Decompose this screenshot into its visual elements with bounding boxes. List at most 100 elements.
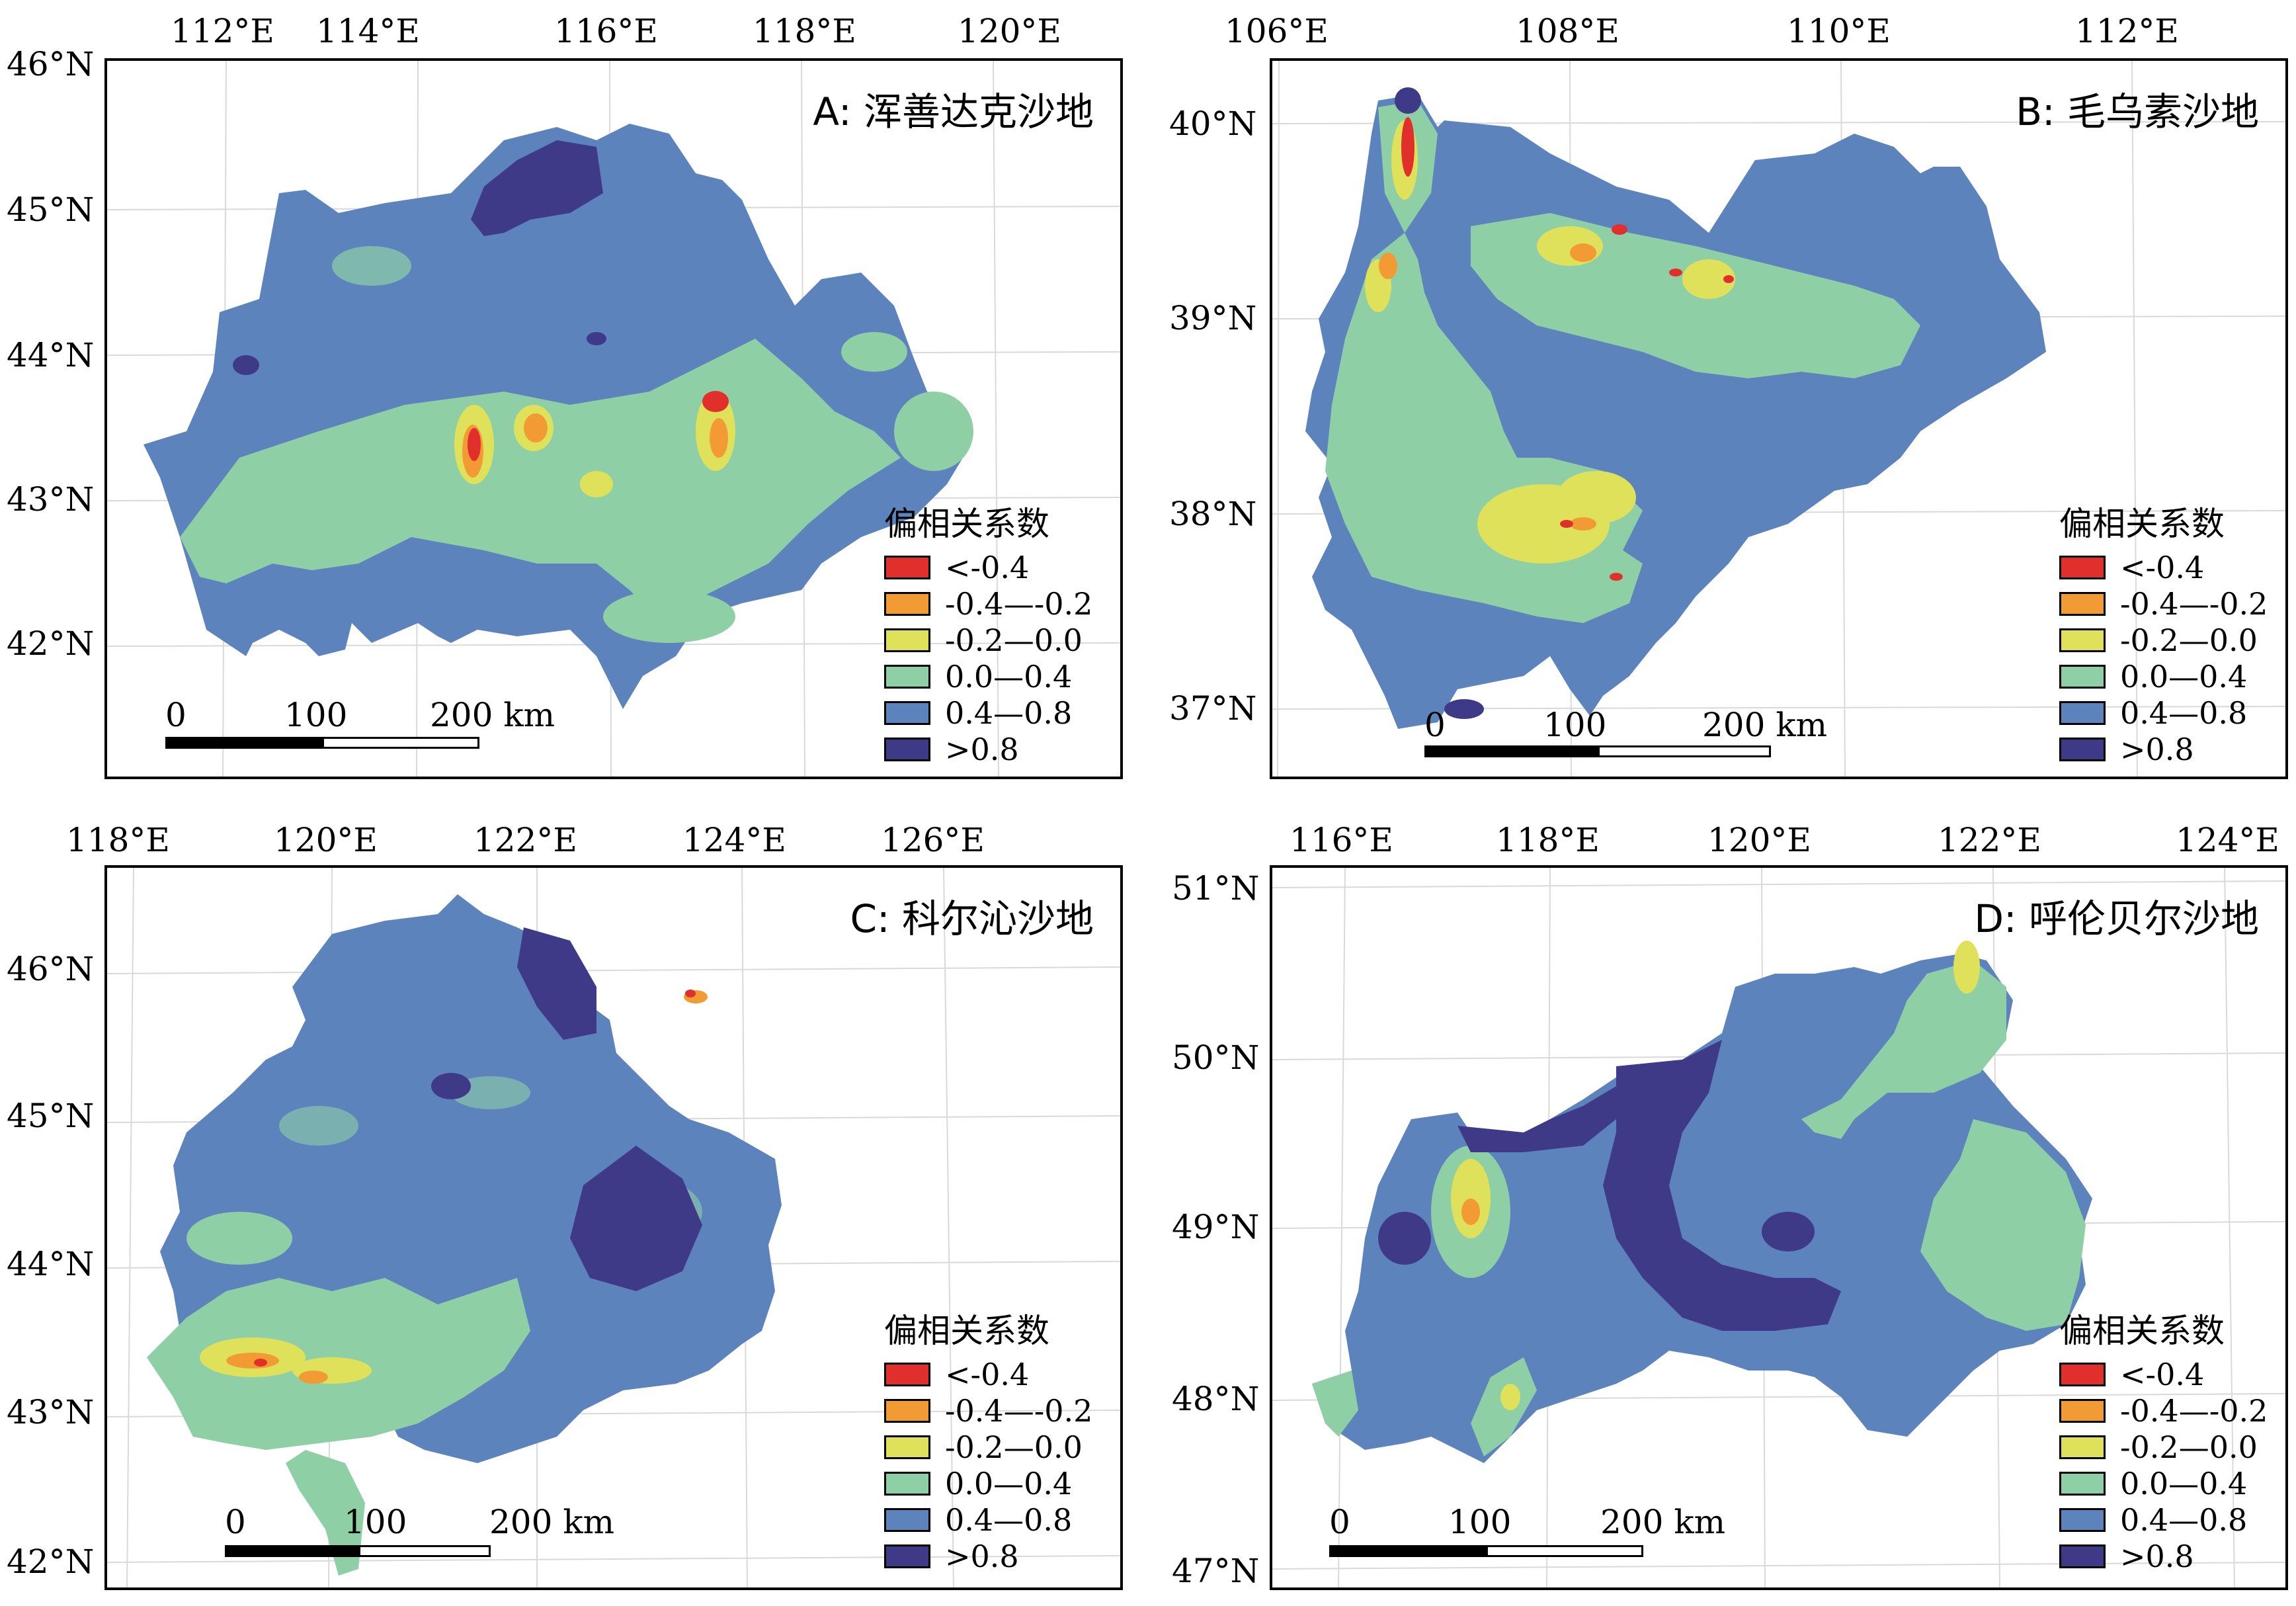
lat-tick: 50°N xyxy=(1172,1038,1260,1077)
legend-item: >0.8 xyxy=(884,1538,1092,1574)
lon-tick: 110°E xyxy=(1787,12,1891,50)
legend-item: -0.2—0.0 xyxy=(884,1429,1092,1465)
legend-label: >0.8 xyxy=(945,731,1019,767)
legend-label: >0.8 xyxy=(945,1538,1019,1574)
legend-swatch xyxy=(884,1544,930,1568)
legend-label: 0.0—0.4 xyxy=(945,1465,1073,1501)
lon-tick: 118°E xyxy=(66,821,170,859)
legend-item: 0.0—0.4 xyxy=(884,1465,1092,1501)
legend-title: 偏相关系数 xyxy=(2059,505,2225,543)
lon-tick: 120°E xyxy=(274,821,378,859)
legend-item: <-0.4 xyxy=(884,549,1092,585)
scale-bar-segment xyxy=(165,737,324,749)
lon-tick: 118°E xyxy=(753,12,856,50)
panel-a-map xyxy=(107,61,1120,777)
legend-swatch xyxy=(884,1362,930,1386)
panel-c-zone-gt-08 xyxy=(431,927,702,1291)
lat-tick: 43°N xyxy=(7,1393,95,1431)
panel-a-scalebar: 0 100 200 km xyxy=(165,696,555,762)
lat-tick: 46°N xyxy=(7,45,95,83)
scale-label: 100 xyxy=(344,1503,407,1541)
lat-tick: 44°N xyxy=(7,336,95,374)
legend-label: -0.4—-0.2 xyxy=(945,585,1093,622)
legend-item: 0.4—0.8 xyxy=(884,1501,1092,1538)
scale-bar-segment xyxy=(358,1545,491,1557)
legend-swatch xyxy=(2059,1398,2106,1423)
legend-label: 0.0—0.4 xyxy=(2120,1465,2248,1501)
legend-item: -0.4—-0.2 xyxy=(2059,585,2268,622)
panel-d-map xyxy=(1272,868,2285,1587)
legend-label: 0.4—0.8 xyxy=(2120,695,2248,731)
legend-item: <-0.4 xyxy=(884,1356,1092,1392)
scale-bar-segment xyxy=(1329,1545,1488,1557)
lat-tick: 49°N xyxy=(1172,1208,1260,1246)
panel-a-legend: 偏相关系数 <-0.4 -0.4—-0.2 -0.2—0.0 0.0—0.4 0… xyxy=(884,497,1092,767)
panel-c-zone-lt-neg04 xyxy=(254,990,696,1367)
lon-tick: 126°E xyxy=(881,821,985,859)
legend-label: -0.2—0.0 xyxy=(945,622,1083,658)
lon-tick: 120°E xyxy=(1707,821,1811,859)
legend-item: 0.0—0.4 xyxy=(2059,658,2268,695)
legend-swatch xyxy=(2059,628,2106,652)
scale-label: 0 xyxy=(1329,1503,1350,1541)
panel-a-zone-gt-08 xyxy=(233,140,606,375)
lat-tick: 51°N xyxy=(1172,869,1260,908)
panel-b-zone-neg04-neg02 xyxy=(1379,243,1596,530)
legend-item: -0.4—-0.2 xyxy=(884,1392,1092,1429)
legend-swatch xyxy=(884,628,930,652)
scale-bar-segment xyxy=(1424,745,1600,757)
legend-label: -0.2—0.0 xyxy=(2120,1429,2258,1465)
panel-a-zone-lt-neg04 xyxy=(468,391,729,461)
legend-label: 0.4—0.8 xyxy=(2120,1501,2248,1538)
legend-swatch xyxy=(884,1435,930,1459)
legend-swatch xyxy=(2059,664,2106,689)
legend-label: <-0.4 xyxy=(2120,1356,2205,1392)
legend-item: -0.2—0.0 xyxy=(884,622,1092,658)
panel-c-frame: C: 科尔沁沙地 偏相关系数 <-0.4 -0.4—-0.2 -0.2—0.0 … xyxy=(104,865,1123,1590)
legend-item: 0.0—0.4 xyxy=(2059,1465,2268,1501)
lon-tick: 124°E xyxy=(682,821,786,859)
panel-b-title: B: 毛乌素沙地 xyxy=(2016,89,2259,134)
lat-tick: 43°N xyxy=(7,480,95,519)
legend-swatch xyxy=(884,1471,930,1496)
panel-c-scalebar: 0 100 200 km xyxy=(225,1503,614,1569)
lon-tick: 118°E xyxy=(1496,821,1600,859)
legend-swatch xyxy=(884,555,930,579)
legend-label: 0.0—0.4 xyxy=(2120,658,2248,695)
legend-label: -0.2—0.0 xyxy=(2120,622,2258,658)
lon-tick: 122°E xyxy=(473,821,577,859)
lon-tick: 112°E xyxy=(2075,12,2179,50)
scale-label: 0 xyxy=(225,1503,246,1541)
legend-swatch xyxy=(884,1507,930,1532)
legend-title: 偏相关系数 xyxy=(884,505,1049,543)
legend-label: -0.2—0.0 xyxy=(945,1429,1083,1465)
lon-tick: 124°E xyxy=(2176,821,2279,859)
panel-b-legend: 偏相关系数 <-0.4 -0.4—-0.2 -0.2—0.0 0.0—0.4 0… xyxy=(2059,497,2268,767)
lon-tick: 106°E xyxy=(1225,12,1329,50)
lon-tick: 108°E xyxy=(1516,12,1620,50)
lon-tick: 116°E xyxy=(554,12,658,50)
scale-label: 200 km xyxy=(430,696,555,734)
lat-tick: 42°N xyxy=(7,1543,95,1581)
legend-label: >0.8 xyxy=(2120,1538,2194,1574)
panel-d-title: D: 呼伦贝尔沙地 xyxy=(1974,896,2259,941)
legend-item: -0.2—0.0 xyxy=(2059,622,2268,658)
legend-title: 偏相关系数 xyxy=(2059,1312,2225,1350)
legend-swatch xyxy=(2059,1471,2106,1496)
legend-swatch xyxy=(2059,1435,2106,1459)
lat-tick: 45°N xyxy=(7,1097,95,1135)
panel-b-scalebar: 0 100 200 km xyxy=(1424,706,1827,772)
lat-tick: 48°N xyxy=(1172,1380,1260,1418)
scale-bar-segment xyxy=(322,737,479,749)
lon-tick: 120°E xyxy=(958,12,1061,50)
legend-item: -0.4—-0.2 xyxy=(2059,1392,2268,1429)
legend-label: >0.8 xyxy=(2120,731,2194,767)
legend-label: -0.4—-0.2 xyxy=(2120,1392,2268,1429)
legend-swatch xyxy=(2059,700,2106,725)
lat-tick: 42°N xyxy=(7,624,95,663)
legend-item: >0.8 xyxy=(884,731,1092,767)
panel-d-scalebar: 0 100 200 km xyxy=(1329,1503,1726,1569)
scale-label: 100 xyxy=(1543,706,1607,744)
legend-swatch xyxy=(884,664,930,689)
panel-b-zone-lt-neg04 xyxy=(1401,117,1734,581)
